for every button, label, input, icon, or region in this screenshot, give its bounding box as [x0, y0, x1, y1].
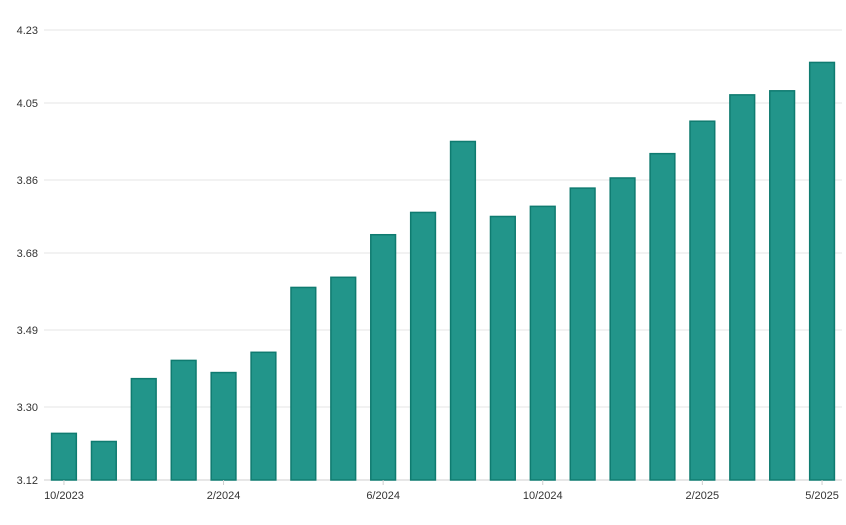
y-tick-label: 3.86	[17, 175, 38, 187]
bar-9-2024[interactable]	[489, 215, 516, 481]
y-tick-label: 3.30	[17, 402, 38, 414]
grid-layer	[44, 29, 842, 481]
bar-4-2024[interactable]	[290, 286, 317, 481]
bar-1-2025[interactable]	[649, 152, 676, 481]
bar-12-2023[interactable]	[130, 377, 157, 481]
bar-3-2025[interactable]	[729, 94, 756, 481]
y-axis-ticks: 3.12 3.30 3.49 3.68 3.86 4.05 4.23	[17, 25, 38, 487]
bar-5-2025[interactable]	[808, 61, 836, 481]
bar-3-2024[interactable]	[250, 351, 277, 481]
bar-10-2023[interactable]	[50, 432, 78, 481]
bar-2-2025[interactable]	[689, 120, 716, 481]
bar-11-2024[interactable]	[569, 187, 596, 481]
bar-8-2024[interactable]	[449, 140, 477, 481]
x-tick-label: 10/2024	[523, 490, 563, 502]
y-tick-label: 4.05	[17, 98, 38, 110]
bar-12-2024[interactable]	[609, 177, 636, 481]
y-tick-label: 3.12	[17, 475, 38, 487]
x-tick-label: 10/2023	[44, 490, 84, 502]
bar-2-2024[interactable]	[210, 371, 237, 481]
bar-1-2024[interactable]	[170, 359, 197, 481]
x-tick-label: 5/2025	[805, 490, 839, 502]
bar-5-2024[interactable]	[330, 276, 357, 481]
bar-7-2024[interactable]	[409, 211, 437, 481]
x-axis-ticks: 10/2023 2/2024 6/2024 10/2024 2/2025 5/2025	[44, 480, 839, 502]
bar-4-2025[interactable]	[769, 90, 796, 481]
bar-11-2023[interactable]	[90, 440, 117, 481]
bar-layer	[50, 61, 836, 481]
x-tick-label: 2/2024	[207, 490, 241, 502]
y-tick-label: 3.68	[17, 248, 38, 260]
x-tick-label: 6/2024	[366, 490, 400, 502]
x-tick-label: 2/2025	[686, 490, 720, 502]
y-tick-label: 4.23	[17, 25, 38, 37]
bar-6-2024[interactable]	[370, 233, 397, 481]
y-tick-label: 3.49	[17, 325, 38, 337]
bar-10-2024[interactable]	[529, 205, 556, 481]
